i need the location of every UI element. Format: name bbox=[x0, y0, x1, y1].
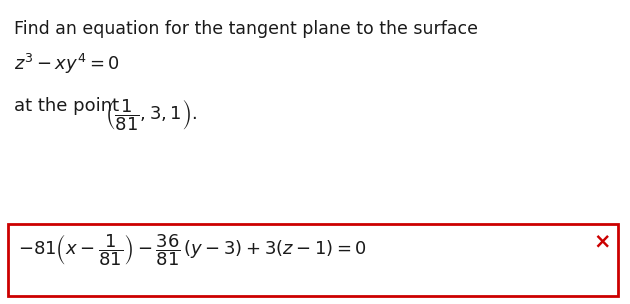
Text: $z^3 - xy^4 = 0$: $z^3 - xy^4 = 0$ bbox=[14, 52, 120, 76]
Text: $-81\left(x - \dfrac{1}{81}\right) - \dfrac{36}{81}\,(y-3) + 3(z-1) = 0\;$: $-81\left(x - \dfrac{1}{81}\right) - \df… bbox=[18, 232, 367, 268]
Text: $\left(\dfrac{1}{81}, 3, 1\right).$: $\left(\dfrac{1}{81}, 3, 1\right).$ bbox=[105, 97, 197, 133]
Text: at the point: at the point bbox=[14, 97, 125, 115]
Text: $\mathbf{\times}$: $\mathbf{\times}$ bbox=[593, 232, 610, 252]
FancyBboxPatch shape bbox=[8, 224, 618, 296]
Text: Find an equation for the tangent plane to the surface: Find an equation for the tangent plane t… bbox=[14, 20, 478, 38]
